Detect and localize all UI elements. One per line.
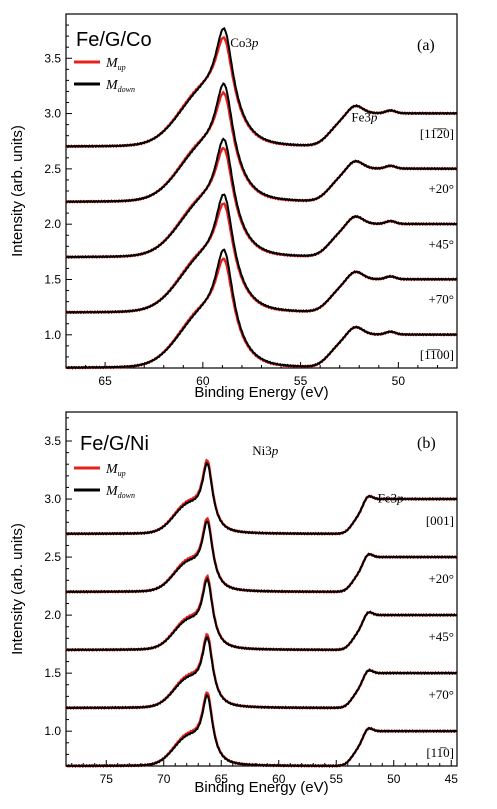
series-m-down-line <box>65 193 458 314</box>
y-tick-label: 2.5 <box>44 162 61 176</box>
panel-label: (b) <box>417 435 436 452</box>
sample-title: Fe/G/Ni <box>80 433 149 455</box>
y-axis-label: Intensity (arb. units) <box>9 125 26 257</box>
peak-label: Fe3p <box>351 109 378 124</box>
series-m-up-line <box>65 516 458 594</box>
x-tick-label: 60 <box>196 374 210 388</box>
legend-entry: Mup <box>105 462 126 478</box>
series-m-up-line <box>65 202 458 315</box>
angle-label: +45° <box>428 236 454 251</box>
series-m-down-line <box>65 27 458 149</box>
x-tick-label: 65 <box>215 772 229 786</box>
panel-b: 75 70 65 60 55 50 45 1.0 1.5 2.0 2.5 3.0 3.5 Binding … <box>9 411 459 796</box>
series-m-down-line <box>65 137 458 259</box>
x-tick-label: 45 <box>445 772 459 786</box>
legend-entry: Mdown <box>105 78 135 94</box>
series-m-down-line <box>66 693 458 768</box>
series-m-up-line <box>65 691 458 768</box>
x-tick-label: 70 <box>157 772 171 786</box>
x-tick-label: 60 <box>272 772 286 786</box>
series-m-up-line <box>65 90 458 204</box>
series-m-up-line <box>65 632 458 710</box>
series-m-down-line <box>65 577 458 652</box>
angle-label: [11̅2̅0] <box>420 126 454 141</box>
series-m-down-line <box>65 82 458 204</box>
legend-entry: Mup <box>105 56 126 72</box>
x-tick-label: 55 <box>330 772 344 786</box>
x-tick-label: 75 <box>100 772 114 786</box>
x-tick-label: 50 <box>387 772 401 786</box>
panel-a: 65 60 55 50 1.0 1.5 2.0 2.5 3.0 3.5 Binding Energy… <box>9 13 458 401</box>
y-tick-label: 1.5 <box>44 273 61 287</box>
angle-label: [11̅0] <box>426 745 454 760</box>
y-tick-label: 2.0 <box>44 608 61 622</box>
peak-label: Fe3p <box>378 491 405 506</box>
y-tick-label: 3.5 <box>44 51 61 65</box>
series-m-up-line <box>65 573 458 652</box>
y-tick-label: 3.0 <box>44 107 61 121</box>
series-m-up-line <box>65 257 458 370</box>
angle-label: +70° <box>428 292 454 307</box>
y-tick-label: 1.5 <box>44 666 61 680</box>
series-m-down-line <box>65 461 458 536</box>
y-tick-label: 2.5 <box>44 550 61 564</box>
panel-label: (a) <box>417 37 435 54</box>
series-m-down-line <box>65 520 458 594</box>
legend-entry: Mdown <box>105 484 135 500</box>
y-tick-label: 1.0 <box>44 724 61 738</box>
sample-title: Fe/G/Co <box>76 29 152 51</box>
angle-label: +70° <box>428 687 454 702</box>
angle-label: +20° <box>428 181 454 196</box>
angle-label: +20° <box>428 571 454 586</box>
peak-label: Ni3p <box>252 443 278 458</box>
angle-label: +45° <box>428 629 454 644</box>
angle-label: [1̅1̅00] <box>420 347 454 362</box>
y-axis-label: Intensity (arb. units) <box>9 523 26 655</box>
series-m-down-line <box>65 248 458 370</box>
peak-label: Co3p <box>230 35 259 50</box>
y-tick-label: 2.0 <box>44 217 61 231</box>
x-axis-label: Binding Energy (eV) <box>194 384 328 401</box>
y-tick-label: 3.0 <box>44 492 61 506</box>
x-axis-label: Binding Energy (eV) <box>194 779 328 796</box>
x-tick-label: 55 <box>294 374 308 388</box>
y-tick-label: 1.0 <box>44 328 61 342</box>
series-m-down-line <box>65 636 458 710</box>
angle-label: [001] <box>426 513 454 528</box>
y-tick-label: 3.5 <box>44 434 61 448</box>
x-tick-label: 50 <box>392 374 406 388</box>
series-m-up-line <box>65 146 458 260</box>
x-tick-label: 65 <box>98 374 112 388</box>
